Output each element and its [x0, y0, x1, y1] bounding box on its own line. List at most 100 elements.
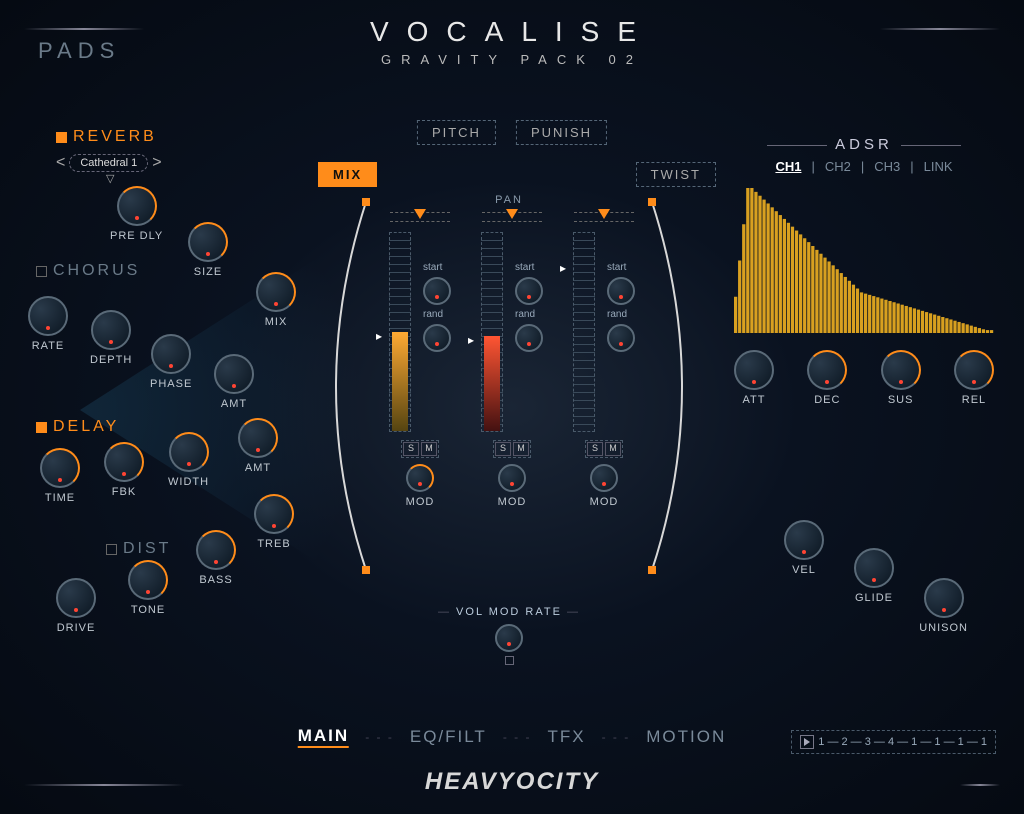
- ch1-rand-label: rand: [423, 309, 451, 320]
- knob-depth[interactable]: DEPTH: [90, 310, 132, 366]
- ch3-rand-knob[interactable]: [607, 324, 635, 352]
- tab-twist[interactable]: TWIST: [636, 162, 716, 187]
- seq-steps[interactable]: 1 — 2 — 3 — 4 — 1 — 1 — 1 — 1: [818, 736, 987, 748]
- vol-mod-toggle[interactable]: [505, 656, 514, 665]
- tab-mix[interactable]: MIX: [318, 162, 377, 187]
- ch1-solo[interactable]: S: [403, 442, 419, 456]
- brand-logo: HEAVYOCITY: [425, 768, 599, 796]
- title-sub: GRAVITY PACK 02: [370, 52, 654, 67]
- ch1-mod-knob[interactable]: MOD: [406, 464, 435, 508]
- title-main: VOCALISE: [370, 16, 654, 48]
- knob-sus[interactable]: SUS: [881, 350, 921, 406]
- ch2-mute[interactable]: M: [513, 442, 529, 456]
- decor-line: [24, 28, 144, 30]
- chorus-label: CHORUS: [53, 262, 140, 280]
- ch2-rand-label: rand: [515, 309, 543, 320]
- ch3-start-label: start: [607, 262, 635, 273]
- preset-prev[interactable]: <: [56, 154, 65, 172]
- knob-glide[interactable]: GLIDE: [854, 548, 894, 604]
- delay-toggle[interactable]: [36, 422, 47, 433]
- adsr-section: ADSR CH1| CH2| CH3| LINK ATT DEC SUS REL: [734, 136, 994, 406]
- knob-bass[interactable]: BASS: [196, 530, 236, 586]
- adsr-envelope-graph: [734, 188, 994, 333]
- knob-time[interactable]: TIME: [40, 448, 80, 504]
- preset-dropdown-icon[interactable]: ▽: [106, 172, 114, 185]
- ch1-solo-mute: S M: [401, 440, 439, 458]
- ch1-start-label: start: [423, 262, 451, 273]
- section-label: PADS: [38, 38, 120, 64]
- dist-label: DIST: [123, 540, 171, 558]
- knob-att[interactable]: ATT: [734, 350, 774, 406]
- ch2-solo[interactable]: S: [495, 442, 511, 456]
- ch1-rand-knob[interactable]: [423, 324, 451, 352]
- ch3-mod-knob[interactable]: MOD: [590, 464, 619, 508]
- adsr-tab-ch2[interactable]: CH2: [825, 159, 851, 174]
- knob-rel[interactable]: REL: [954, 350, 994, 406]
- knob-tone[interactable]: TONE: [128, 560, 168, 616]
- knob-size[interactable]: SIZE: [188, 222, 228, 278]
- decor-line: [960, 784, 1000, 786]
- tab-pitch[interactable]: PITCH: [417, 120, 496, 145]
- knob-reverb-mix[interactable]: MIX: [256, 272, 296, 328]
- ch2-start-knob[interactable]: [515, 277, 543, 305]
- adsr-tab-ch3[interactable]: CH3: [874, 159, 900, 174]
- adsr-tab-ch1[interactable]: CH1: [775, 159, 801, 174]
- pan-label: PAN: [495, 194, 523, 206]
- ch2-mod-knob[interactable]: MOD: [498, 464, 527, 508]
- fx-delay: DELAY: [36, 418, 119, 444]
- chorus-toggle[interactable]: [36, 266, 47, 277]
- ch3-solo-mute: S M: [585, 440, 623, 458]
- fx-reverb: REVERB < Cathedral 1 > ▽: [56, 128, 162, 172]
- nav-motion[interactable]: MOTION: [646, 727, 726, 747]
- channel-3: ▸ start rand S M MOD: [564, 212, 644, 508]
- adsr-title: ADSR: [734, 136, 994, 153]
- nav-eqfilt[interactable]: EQ/FILT: [410, 727, 487, 747]
- ch1-mute[interactable]: M: [421, 442, 437, 456]
- decor-line: [24, 784, 184, 786]
- knob-treb[interactable]: TREB: [254, 494, 294, 550]
- nav-main[interactable]: MAIN: [298, 726, 349, 748]
- nav-tfx[interactable]: TFX: [547, 727, 585, 747]
- ch1-fader[interactable]: ▸: [389, 232, 411, 432]
- tab-punish[interactable]: PUNISH: [516, 120, 607, 145]
- ch2-solo-mute: S M: [493, 440, 531, 458]
- adsr-tab-link[interactable]: LINK: [924, 159, 953, 174]
- knob-fbk[interactable]: FBK: [104, 442, 144, 498]
- knob-vel[interactable]: VEL: [784, 520, 824, 576]
- center-tabs: PITCH PUNISH: [417, 120, 607, 145]
- knob-phase[interactable]: PHASE: [150, 334, 192, 390]
- knob-predly[interactable]: PRE DLY: [110, 186, 163, 242]
- knob-chorus-amt[interactable]: AMT: [214, 354, 254, 410]
- ch1-start-knob[interactable]: [423, 277, 451, 305]
- seq-play-button[interactable]: [800, 735, 814, 749]
- knob-delay-amt[interactable]: AMT: [238, 418, 278, 474]
- dist-toggle[interactable]: [106, 544, 117, 555]
- knob-width[interactable]: WIDTH: [168, 432, 209, 488]
- ch1-pan[interactable]: [390, 212, 450, 222]
- reverb-label: REVERB: [73, 128, 157, 146]
- ch3-solo[interactable]: S: [587, 442, 603, 456]
- knob-rate[interactable]: RATE: [28, 296, 68, 352]
- reverb-toggle[interactable]: [56, 132, 67, 143]
- ch3-rand-label: rand: [607, 309, 635, 320]
- fx-chorus: CHORUS: [36, 262, 140, 288]
- ch3-pan[interactable]: [574, 212, 634, 222]
- preset-next[interactable]: >: [152, 154, 161, 172]
- ch3-mute[interactable]: M: [605, 442, 621, 456]
- bottom-nav: MAIN - - - EQ/FILT - - - TFX - - - MOTIO…: [298, 726, 727, 748]
- decor-line: [880, 28, 1000, 30]
- knob-drive[interactable]: DRIVE: [56, 578, 96, 634]
- ch2-pan[interactable]: [482, 212, 542, 222]
- ch2-fader[interactable]: ▸: [481, 232, 503, 432]
- ch3-start-knob[interactable]: [607, 277, 635, 305]
- vol-mod-rate-knob[interactable]: [495, 624, 523, 665]
- sequencer-bar: 1 — 2 — 3 — 4 — 1 — 1 — 1 — 1: [791, 730, 996, 754]
- channel-1: ▸ start rand S M MOD: [380, 212, 460, 508]
- fader-marker-icon: ▸: [376, 329, 382, 343]
- reverb-preset[interactable]: Cathedral 1: [69, 154, 148, 172]
- ch3-fader[interactable]: ▸: [573, 232, 595, 432]
- center-mixer: PAN ▸ start rand S M MOD: [364, 200, 654, 570]
- knob-unison[interactable]: UNISON: [919, 578, 968, 634]
- knob-dec[interactable]: DEC: [807, 350, 847, 406]
- ch2-rand-knob[interactable]: [515, 324, 543, 352]
